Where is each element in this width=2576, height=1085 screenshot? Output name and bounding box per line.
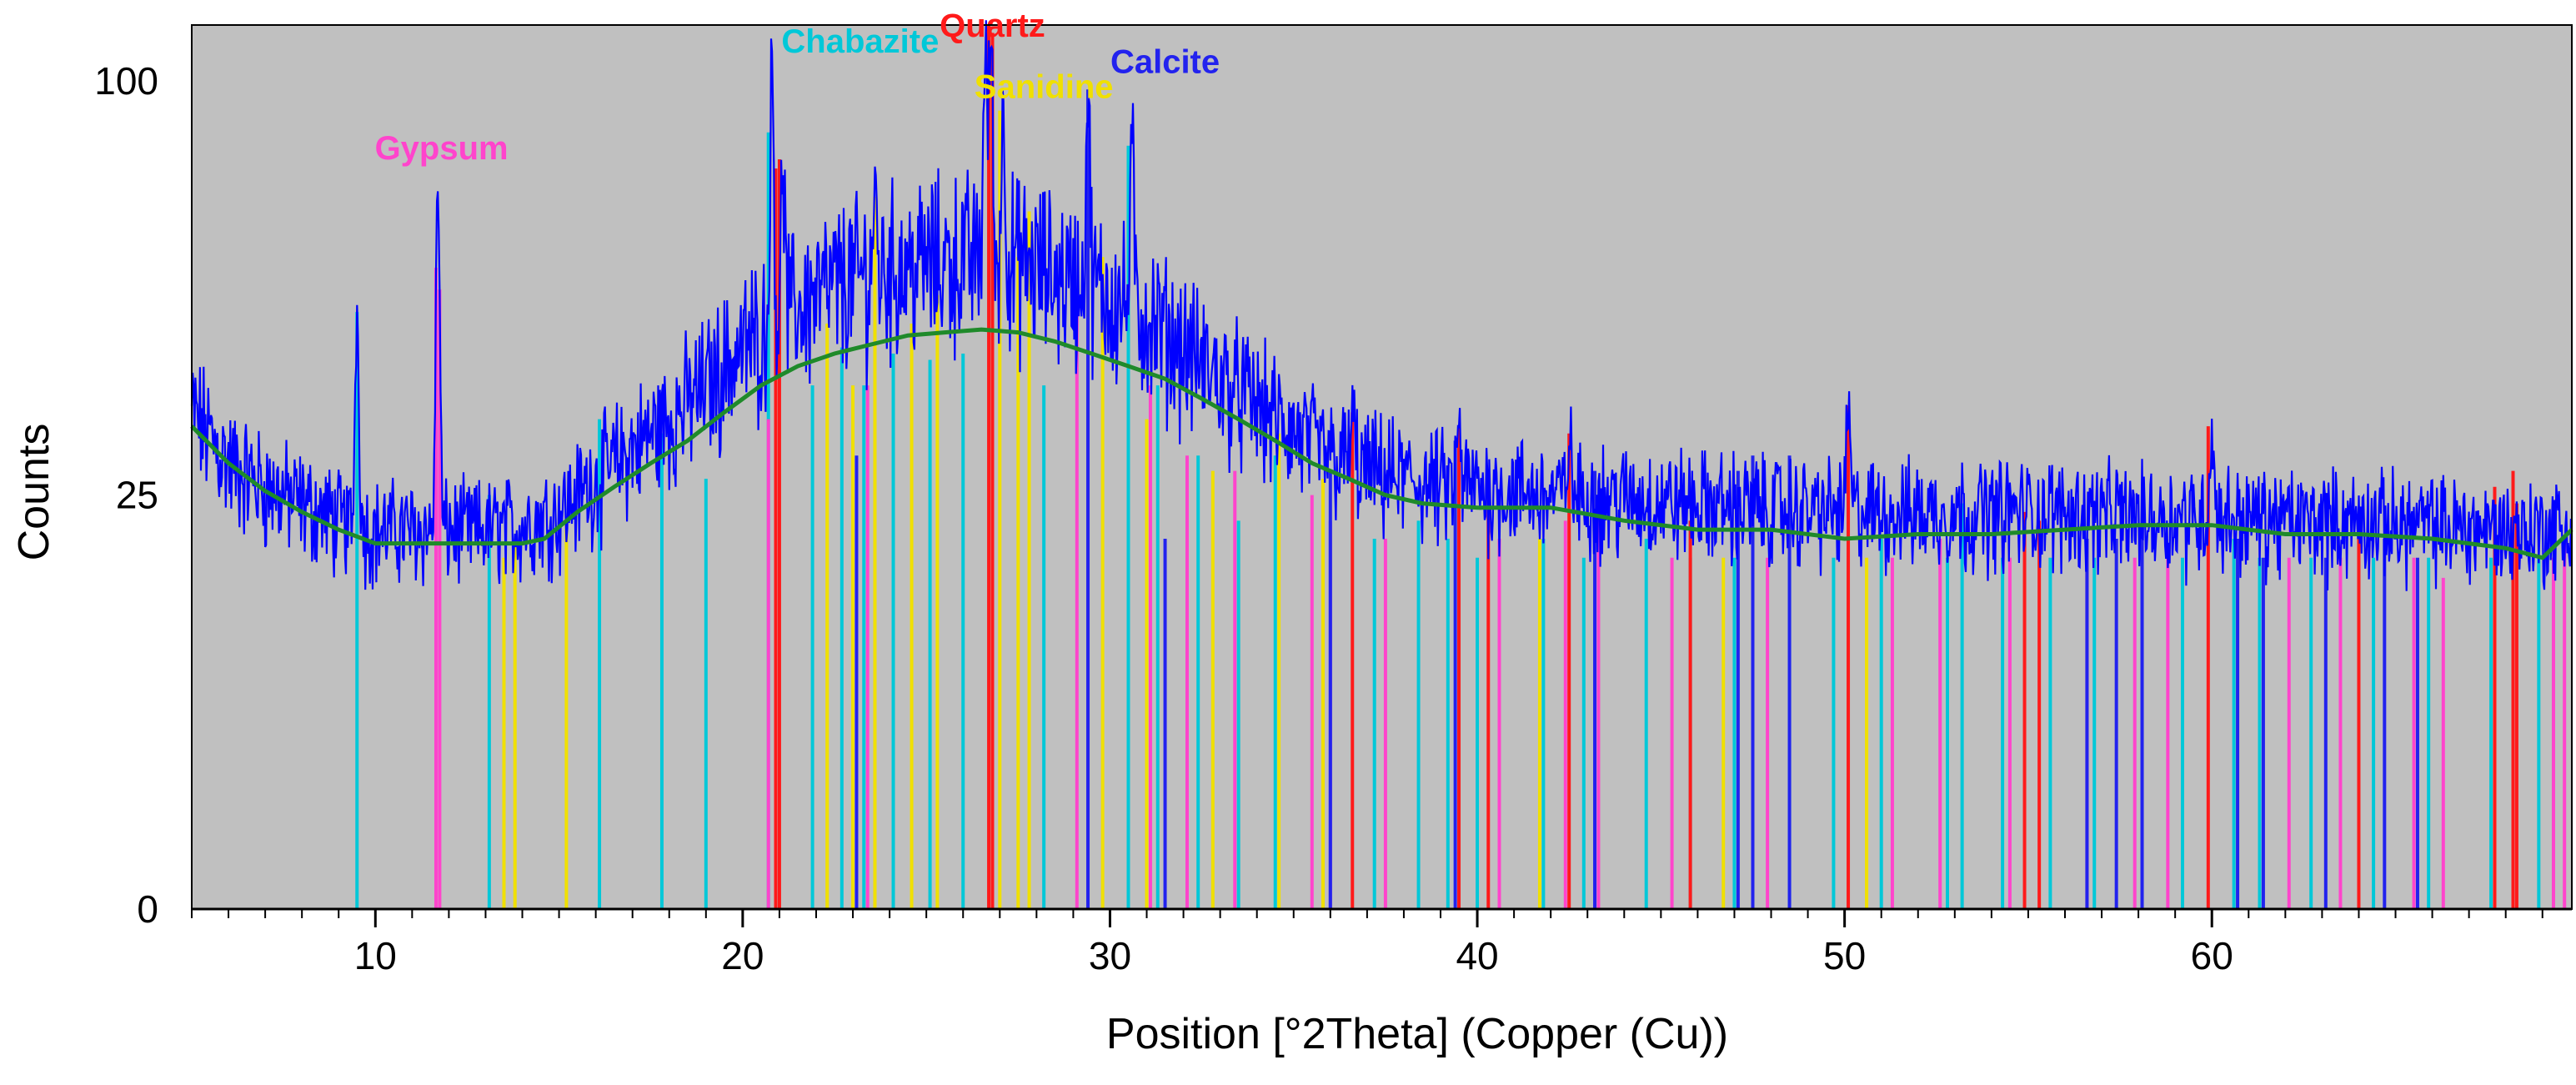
phase-labels-layer: Chabazite Quartz Sanidine Gypsum Calcite — [375, 8, 1220, 167]
x-tick-label: 10 — [354, 934, 397, 977]
sanidine-label: Sanidine — [975, 68, 1114, 105]
x-tick-label: 60 — [2191, 934, 2233, 977]
background-curve-layer — [190, 327, 2573, 560]
y-axis-title: Counts — [10, 424, 58, 561]
x-tick-label: 20 — [721, 934, 764, 977]
x-axis-title: Position [°2Theta] (Copper (Cu)) — [1106, 1010, 1728, 1058]
x-tick-label: 30 — [1089, 934, 1131, 977]
chabazite-label: Chabazite — [781, 23, 939, 60]
x-ticks-layer: 10 20 30 40 50 60 — [191, 909, 2543, 977]
calcite-label: Calcite — [1110, 43, 1220, 80]
gypsum-label: Gypsum — [375, 130, 509, 167]
y-tick-label: 100 — [94, 59, 158, 103]
measured-pattern-layer — [190, 20, 2573, 591]
quartz-label: Quartz — [940, 8, 1045, 44]
y-tick-label: 0 — [137, 887, 158, 931]
measured-pattern-line — [190, 20, 2573, 591]
background-line — [190, 327, 2573, 560]
x-tick-label: 50 — [1823, 934, 1866, 977]
plot-frame — [191, 24, 2573, 910]
y-tick-label: 25 — [116, 474, 158, 517]
reference-sticks-layer — [355, 25, 2567, 909]
x-tick-label: 40 — [1456, 934, 1498, 977]
y-ticks-layer: 0 25 100 — [94, 59, 158, 931]
